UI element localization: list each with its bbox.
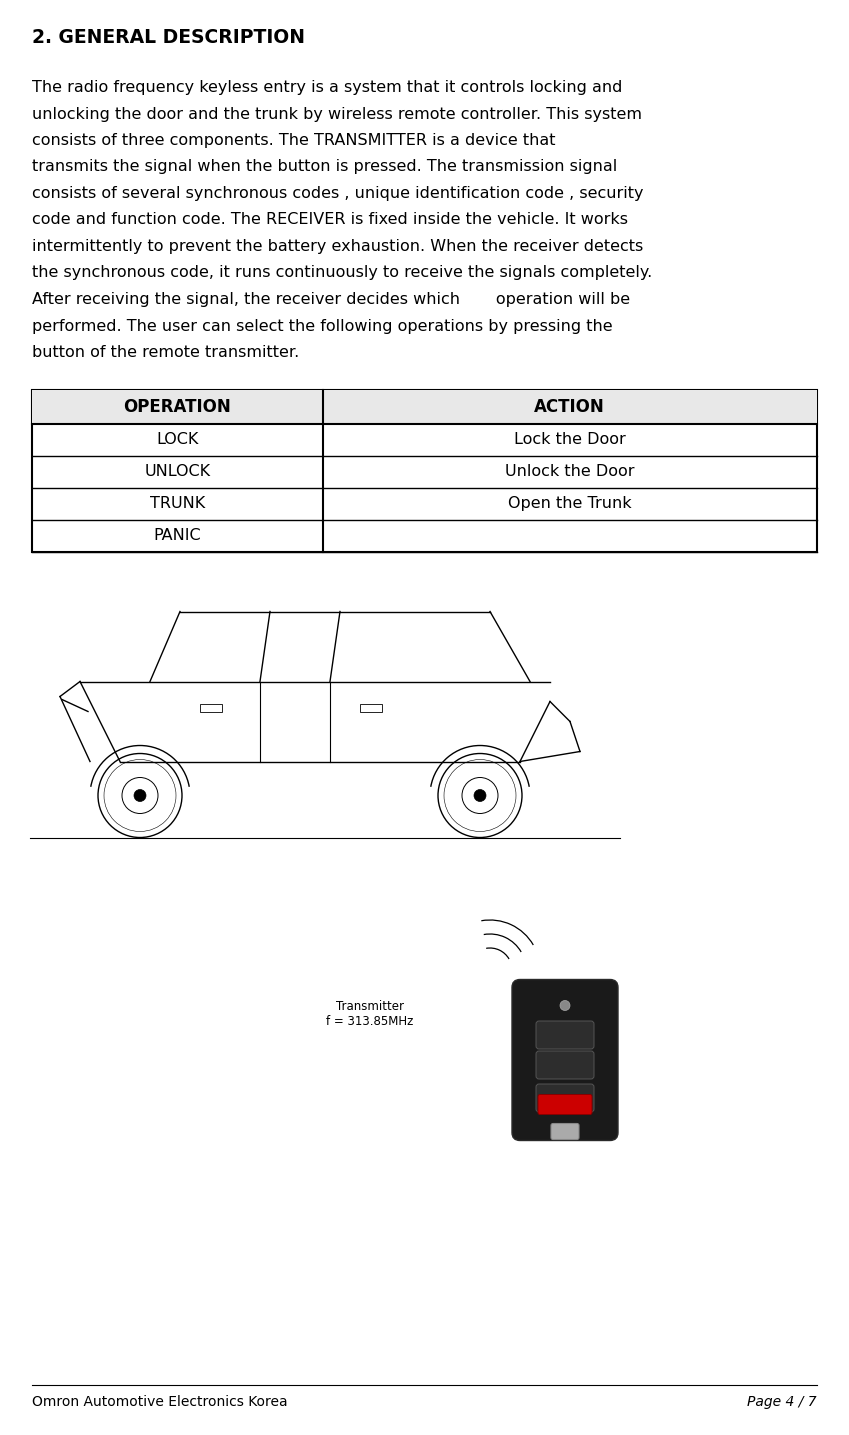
Text: After receiving the signal, the receiver decides which       operation will be: After receiving the signal, the receiver… <box>32 291 631 307</box>
Circle shape <box>560 1000 570 1010</box>
Text: TRUNK: TRUNK <box>149 497 205 511</box>
FancyBboxPatch shape <box>536 1050 594 1079</box>
Text: Omron Automotive Electronics Korea: Omron Automotive Electronics Korea <box>32 1395 288 1409</box>
Text: The radio frequency keyless entry is a system that it controls locking and: The radio frequency keyless entry is a s… <box>32 80 622 95</box>
FancyBboxPatch shape <box>512 980 618 1141</box>
Text: Page 4 / 7: Page 4 / 7 <box>747 1395 817 1409</box>
Text: performed. The user can select the following operations by pressing the: performed. The user can select the follo… <box>32 319 613 333</box>
Text: OPERATION: OPERATION <box>123 397 231 416</box>
Text: ACTION: ACTION <box>534 397 605 416</box>
FancyBboxPatch shape <box>551 1124 579 1139</box>
Text: Lock the Door: Lock the Door <box>514 432 626 446</box>
Bar <box>200 703 222 712</box>
Bar <box>360 703 382 712</box>
Text: LOCK: LOCK <box>156 432 199 446</box>
Text: Unlock the Door: Unlock the Door <box>505 464 634 479</box>
Text: intermittently to prevent the battery exhaustion. When the receiver detects: intermittently to prevent the battery ex… <box>32 240 644 254</box>
Text: consists of three components. The TRANSMITTER is a device that: consists of three components. The TRANSM… <box>32 133 556 148</box>
Text: unlocking the door and the trunk by wireless remote controller. This system: unlocking the door and the trunk by wire… <box>32 106 642 122</box>
FancyBboxPatch shape <box>538 1095 592 1115</box>
Circle shape <box>474 789 486 802</box>
Text: transmits the signal when the button is pressed. The transmission signal: transmits the signal when the button is … <box>32 159 617 175</box>
Text: Transmitter
f = 313.85MHz: Transmitter f = 313.85MHz <box>326 1000 413 1027</box>
Bar <box>32 389 817 423</box>
Text: PANIC: PANIC <box>154 528 201 542</box>
FancyBboxPatch shape <box>536 1083 594 1112</box>
Text: button of the remote transmitter.: button of the remote transmitter. <box>32 344 300 360</box>
Text: 2. GENERAL DESCRIPTION: 2. GENERAL DESCRIPTION <box>32 29 306 47</box>
Text: consists of several synchronous codes , unique identification code , security: consists of several synchronous codes , … <box>32 187 644 201</box>
Text: the synchronous code, it runs continuously to receive the signals completely.: the synchronous code, it runs continuous… <box>32 265 653 280</box>
FancyBboxPatch shape <box>536 1020 594 1049</box>
Circle shape <box>134 789 146 802</box>
Bar <box>32 389 817 551</box>
Text: Open the Trunk: Open the Trunk <box>508 497 632 511</box>
Text: UNLOCK: UNLOCK <box>144 464 211 479</box>
Text: code and function code. The RECEIVER is fixed inside the vehicle. It works: code and function code. The RECEIVER is … <box>32 212 628 228</box>
